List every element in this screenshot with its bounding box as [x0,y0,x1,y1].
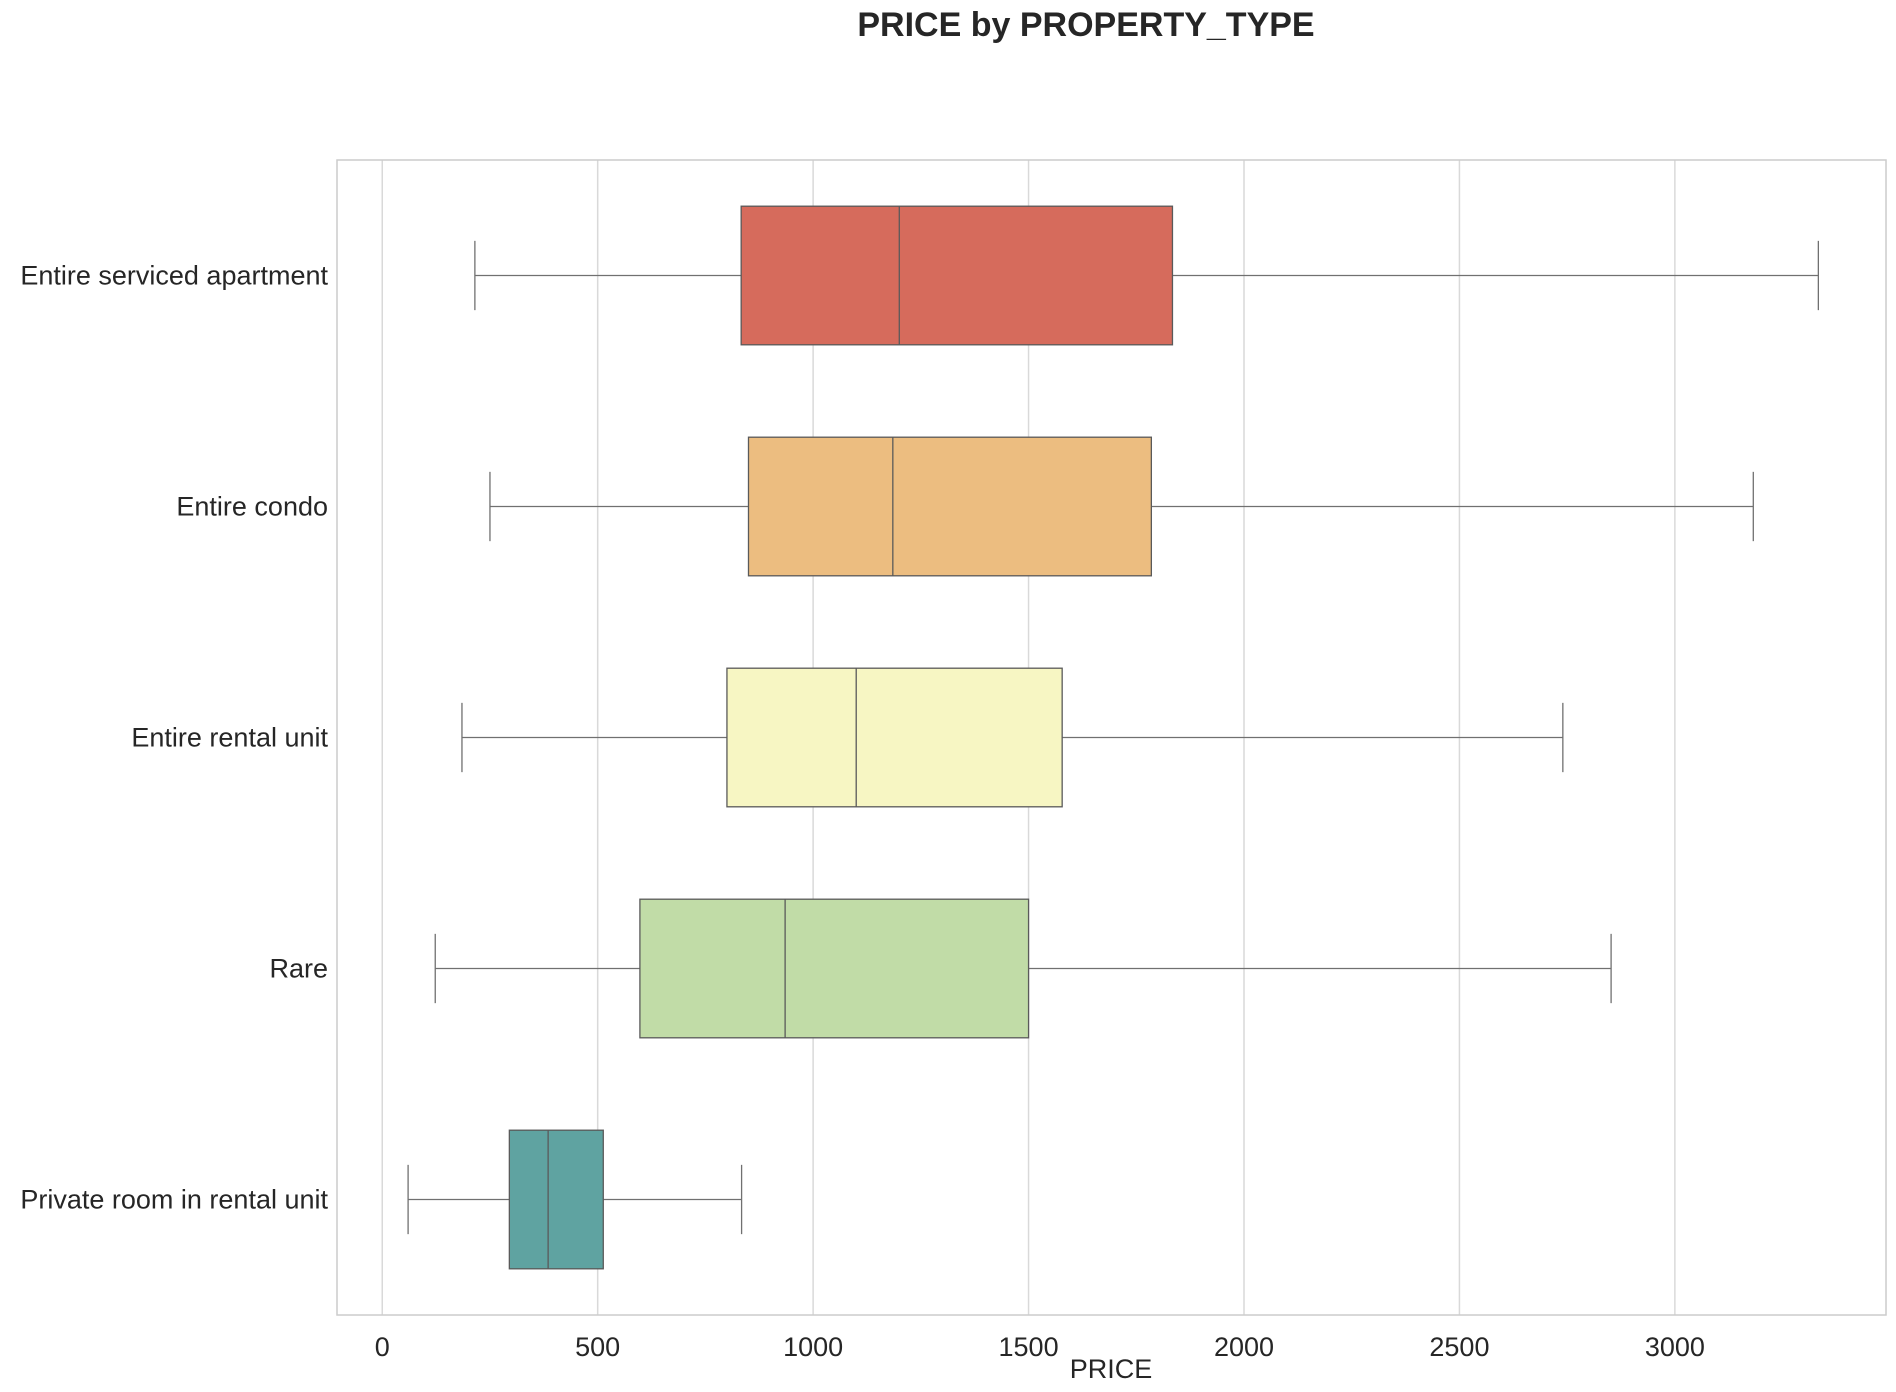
plot-area-frame [336,159,1887,1316]
y-tick-label: Rare [269,954,328,984]
x-tick-label: 2500 [1429,1332,1489,1362]
iqr-box [740,205,1174,346]
x-tick-label: 1000 [783,1332,843,1362]
chart-title: PRICE by PROPERTY_TYPE [857,6,1314,44]
x-tick-label: 2000 [1214,1332,1274,1362]
x-axis-label: PRICE [1070,1354,1153,1384]
x-tick-label: 1500 [999,1332,1059,1362]
iqr-box [747,436,1153,577]
x-tick-labels: 0 500 1000 1500 2000 2500 3000 [375,1332,1705,1362]
iqr-box [726,667,1063,808]
boxes-group [407,205,1820,1270]
x-tick-label: 500 [575,1332,620,1362]
box-entire-serviced-apartment [474,205,1820,346]
y-tick-labels: Entire serviced apartment Entire condo Ent… [20,261,328,1215]
y-tick-label: Entire condo [176,492,328,522]
x-tick-label: 0 [375,1332,390,1362]
box-rare [434,898,1612,1039]
box-entire-condo [489,436,1754,577]
box-private-room-in-rental-unit [407,1129,743,1270]
iqr-box [639,898,1030,1039]
y-tick-label: Entire serviced apartment [20,261,328,291]
x-tick-label: 3000 [1645,1332,1705,1362]
y-tick-label: Private room in rental unit [20,1185,328,1215]
box-entire-rental-unit [461,667,1564,808]
iqr-box [508,1129,604,1270]
y-tick-label: Entire rental unit [131,723,328,753]
